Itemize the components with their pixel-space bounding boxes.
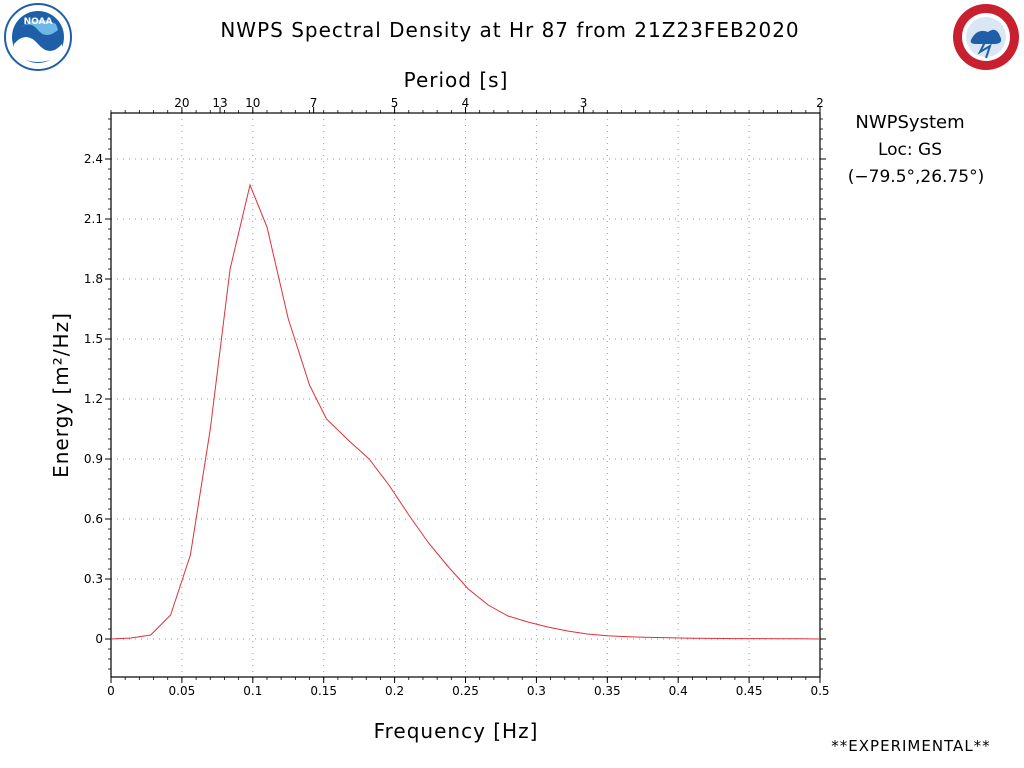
period-tick-label: 7 <box>310 96 318 110</box>
coords-label: (−79.5°,26.75°) <box>848 167 984 187</box>
x-tick-label: 0 <box>107 684 115 698</box>
y-tick-label: 1.5 <box>84 332 103 346</box>
series-point <box>288 318 289 319</box>
series-point <box>587 633 588 634</box>
x-axis-title: Frequency [Hz] <box>374 719 539 743</box>
series-point <box>266 226 267 227</box>
series-point <box>309 384 310 385</box>
series-point <box>130 637 131 638</box>
x-tick-label: 0.4 <box>669 684 688 698</box>
series-line <box>110 183 821 640</box>
period-axis-title: Period [s] <box>404 68 509 92</box>
series-point <box>368 458 369 459</box>
period-tick-label: 4 <box>462 96 470 110</box>
series-point <box>448 566 449 567</box>
series-point <box>547 626 548 627</box>
series-point <box>734 638 735 639</box>
y-tick-label: 1.8 <box>84 272 103 286</box>
x-tick-label: 0.05 <box>169 684 196 698</box>
period-tick-label: 2 <box>816 96 824 110</box>
y-tick-label: 0.3 <box>84 572 103 586</box>
series-point <box>326 418 327 419</box>
x-tick-label: 0.1 <box>243 684 262 698</box>
series-point <box>756 638 757 639</box>
y-axis-title: Energy [m²/Hz] <box>49 312 73 478</box>
series-point <box>777 638 778 639</box>
series-point <box>349 440 350 441</box>
series-point <box>428 542 429 543</box>
y-tick-label: 1.2 <box>84 392 103 406</box>
series-point <box>468 588 469 589</box>
plot-frame <box>110 112 821 678</box>
series-point <box>388 484 389 485</box>
axis-ticks: 0 0.05 0.1 0.15 0.2 0.25 0.3 0.35 0.4 0.45 0.500.3… <box>84 96 830 698</box>
noaa-logo: NOAA <box>4 3 72 71</box>
series-point <box>210 428 211 429</box>
series-group <box>110 183 821 640</box>
series-point <box>607 635 608 636</box>
y-tick-label: 0.6 <box>84 512 103 526</box>
series-point <box>567 630 568 631</box>
y-tick-label: 2.4 <box>84 152 103 166</box>
period-tick-label: 13 <box>212 96 227 110</box>
series-point <box>150 634 151 635</box>
y-tick-label: 0.9 <box>84 452 103 466</box>
experimental-label: **EXPERIMENTAL** <box>831 737 990 755</box>
grid-lines <box>111 113 820 677</box>
y-tick-label: 0 <box>95 632 103 646</box>
period-tick-label: 20 <box>174 96 189 110</box>
series-point <box>190 554 191 555</box>
series-point <box>692 638 693 639</box>
series-point <box>671 637 672 638</box>
x-tick-label: 0.5 <box>810 684 829 698</box>
series-point <box>249 184 250 185</box>
noaa-logo-text: NOAA <box>24 17 53 27</box>
x-tick-label: 0.2 <box>385 684 404 698</box>
period-tick-label: 10 <box>245 96 260 110</box>
series-point <box>819 638 820 639</box>
x-tick-label: 0.15 <box>310 684 337 698</box>
series-point <box>230 268 231 269</box>
period-tick-label: 3 <box>580 96 588 110</box>
period-tick-label: 5 <box>391 96 399 110</box>
x-tick-label: 0.25 <box>452 684 479 698</box>
x-tick-label: 0.45 <box>736 684 763 698</box>
series-point <box>798 638 799 639</box>
series-point <box>110 638 111 639</box>
x-tick-label: 0.3 <box>527 684 546 698</box>
series-point <box>527 621 528 622</box>
series-point <box>488 604 489 605</box>
series-point <box>170 614 171 615</box>
system-label: NWPSystem <box>855 112 964 133</box>
x-tick-label: 0.35 <box>594 684 621 698</box>
y-tick-label: 2.1 <box>84 212 103 226</box>
series-point <box>713 638 714 639</box>
series-point <box>628 636 629 637</box>
nws-logo <box>953 4 1019 70</box>
series-point <box>408 514 409 515</box>
series-point <box>649 637 650 638</box>
chart-title: NWPS Spectral Density at Hr 87 from 21Z2… <box>220 18 799 42</box>
location-label: Loc: GS <box>878 140 942 160</box>
series-point <box>507 615 508 616</box>
